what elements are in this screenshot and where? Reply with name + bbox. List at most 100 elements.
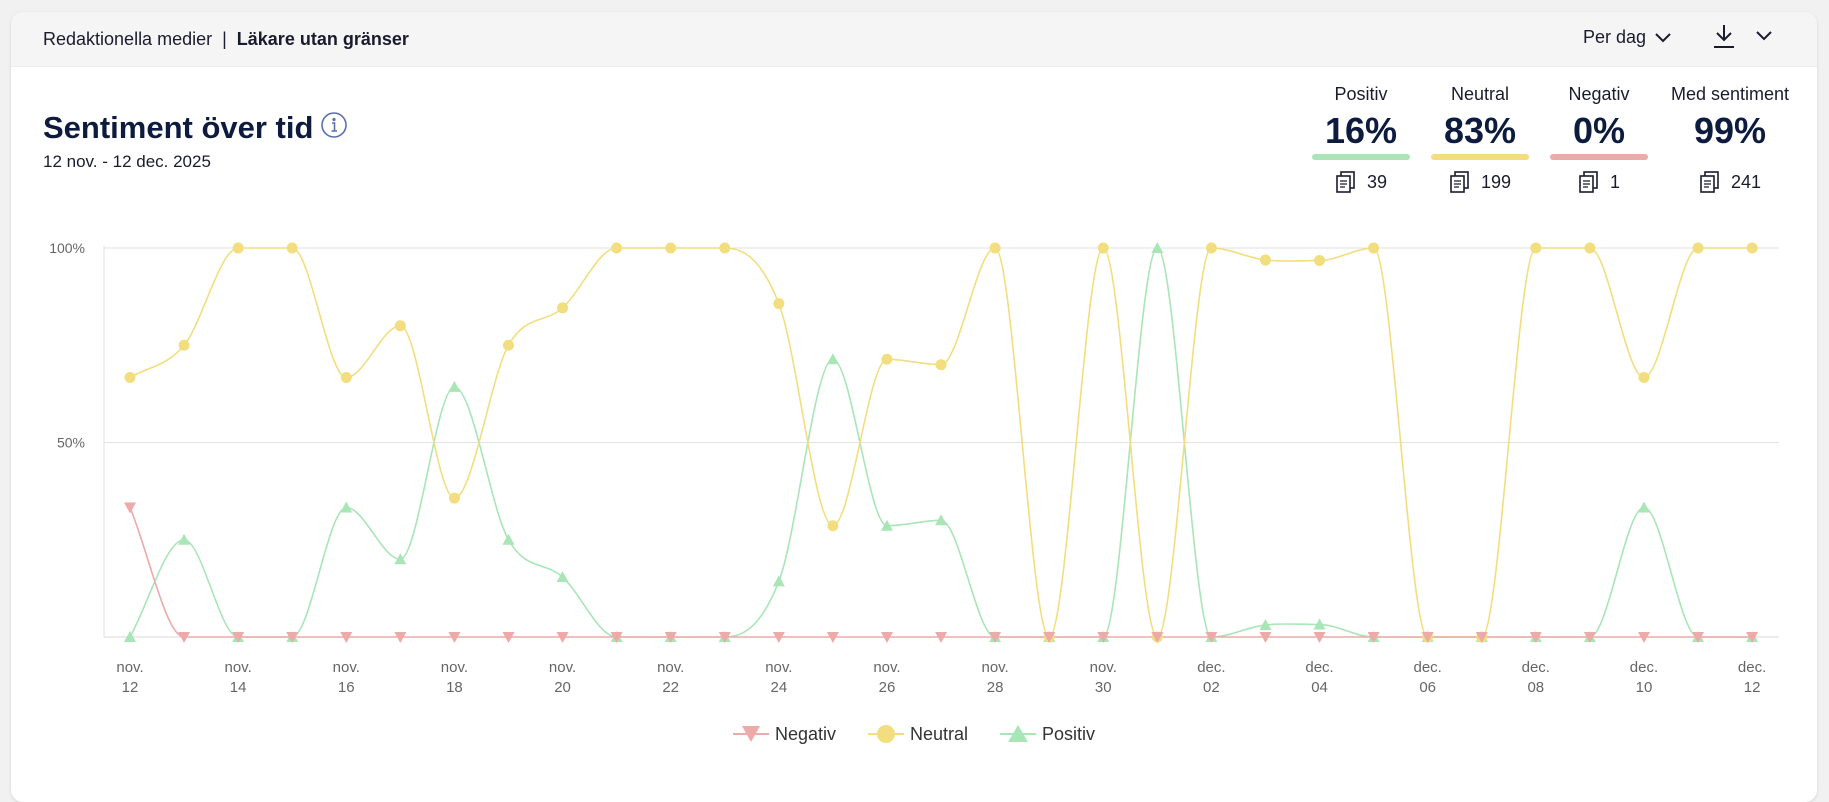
- stat-count: 199: [1480, 171, 1512, 192]
- info-icon[interactable]: [320, 111, 348, 139]
- stat-positiv: Positiv 16% 39: [1306, 84, 1416, 194]
- chevron-down-icon[interactable]: [1755, 30, 1773, 42]
- x-tick-label: 12: [1744, 679, 1761, 696]
- legend-swatch-neutral: [867, 725, 904, 743]
- documents-icon: [1450, 171, 1469, 193]
- data-point-negativ: [340, 632, 353, 643]
- data-point-neutral: [1259, 254, 1271, 266]
- data-point-positiv: [394, 553, 407, 565]
- data-point-neutral: [340, 372, 352, 384]
- sentiment-card: Redaktionella medier | Läkare utan gränser…: [11, 12, 1817, 802]
- data-point-neutral: [989, 242, 1001, 254]
- stat-count: 1: [1609, 171, 1620, 192]
- x-tick-label: 02: [1203, 679, 1220, 696]
- breadcrumb-current: Läkare utan gränser: [236, 29, 409, 49]
- x-tick-label: nov.: [1090, 659, 1117, 676]
- legend-label: Neutral: [909, 723, 969, 744]
- y-tick-label: 100%: [49, 240, 85, 256]
- x-tick-label: 28: [987, 679, 1004, 696]
- x-tick-label: 10: [1636, 679, 1653, 696]
- legend-swatch-positiv: [1000, 725, 1037, 742]
- x-tick-label: 08: [1527, 679, 1544, 696]
- data-point-positiv: [1151, 242, 1164, 253]
- x-tick-label: nov.: [333, 659, 360, 676]
- data-point-positiv: [826, 353, 839, 365]
- data-point-neutral: [1205, 242, 1217, 254]
- legend-item-neutral[interactable]: Neutral: [867, 722, 969, 746]
- stat-neutral: Neutral 83% 199: [1425, 84, 1535, 194]
- stat-count: 241: [1730, 171, 1762, 192]
- x-tick-label: 16: [338, 679, 355, 696]
- series-line-negativ: [129, 507, 1753, 638]
- data-point-positiv: [772, 575, 785, 587]
- data-point-neutral: [935, 359, 947, 371]
- stat-color-bar: [1431, 154, 1529, 160]
- data-point-neutral: [881, 353, 893, 365]
- data-point-neutral: [286, 242, 298, 254]
- data-point-neutral: [1097, 242, 1109, 254]
- x-tick-label: dec.: [1522, 659, 1550, 676]
- data-point-negativ: [286, 632, 299, 643]
- data-point-neutral: [1746, 242, 1758, 254]
- data-point-negativ: [1637, 632, 1650, 643]
- legend-item-positiv[interactable]: Positiv: [1000, 722, 1095, 746]
- y-tick-label: 50%: [57, 435, 85, 451]
- breadcrumb-root[interactable]: Redaktionella medier: [43, 29, 213, 49]
- documents-icon: [1579, 171, 1598, 193]
- sentiment-line-chart: 100% 50% nov. 12 nov. 14 nov. 16 nov. 18 nov. 20 nov…: [49, 240, 1779, 696]
- documents-icon: [1700, 171, 1719, 193]
- download-icon[interactable]: [1711, 22, 1737, 50]
- x-tick-label: 14: [230, 679, 247, 696]
- data-point-negativ: [1421, 632, 1434, 643]
- period-select-label: Per dag: [1583, 27, 1647, 47]
- data-point-neutral: [232, 242, 244, 254]
- x-tick-label: 26: [879, 679, 896, 696]
- legend-item-negativ[interactable]: Negativ: [732, 722, 836, 746]
- stat-med-sentiment: Med sentiment 99% 241: [1655, 84, 1805, 194]
- documents-icon: [1336, 171, 1355, 193]
- x-tick-label: dec.: [1197, 659, 1225, 676]
- x-tick-label: nov.: [441, 659, 468, 676]
- data-point-negativ: [1151, 632, 1164, 643]
- legend-label: Positiv: [1042, 723, 1096, 744]
- x-tick-label: dec.: [1738, 659, 1766, 676]
- data-point-neutral: [1368, 242, 1380, 254]
- data-point-positiv: [178, 533, 191, 545]
- x-tick-label: dec.: [1414, 659, 1442, 676]
- data-point-neutral: [1584, 242, 1596, 254]
- data-point-positiv: [448, 380, 461, 392]
- data-point-neutral: [665, 242, 677, 254]
- period-select[interactable]: Per dag: [1583, 27, 1672, 48]
- download-menu[interactable]: [1711, 22, 1773, 50]
- card-header: Redaktionella medier | Läkare utan gränser…: [11, 12, 1817, 67]
- stat-count: 39: [1366, 171, 1388, 192]
- stat-label: Negativ: [1568, 84, 1630, 104]
- stat-label: Positiv: [1334, 84, 1388, 104]
- chevron-down-icon: [1655, 32, 1671, 42]
- data-point-neutral: [124, 372, 136, 384]
- data-point-positiv: [935, 514, 948, 526]
- data-point-negativ: [1367, 632, 1380, 643]
- data-point-neutral: [1314, 254, 1326, 266]
- x-tick-label: 20: [554, 679, 571, 696]
- x-tick-label: 12: [122, 679, 139, 696]
- data-point-negativ: [124, 502, 136, 514]
- data-point-positiv: [1637, 501, 1650, 513]
- data-point-neutral: [773, 298, 785, 310]
- data-point-negativ: [1529, 632, 1542, 643]
- data-point-positiv: [556, 571, 569, 583]
- data-point-negativ: [1692, 632, 1705, 643]
- x-tick-label: dec.: [1630, 659, 1658, 676]
- x-tick-label: 24: [770, 679, 787, 696]
- stat-label: Neutral: [1450, 84, 1510, 104]
- x-tick-label: nov.: [225, 659, 252, 676]
- data-point-positiv: [1313, 618, 1326, 630]
- x-tick-label: 04: [1311, 679, 1328, 696]
- stat-percent: 16%: [1324, 110, 1398, 151]
- data-point-negativ: [1043, 632, 1056, 643]
- data-point-neutral: [1638, 372, 1650, 384]
- data-point-neutral: [448, 492, 460, 504]
- data-point-neutral: [502, 339, 514, 351]
- x-tick-label: 18: [446, 679, 463, 696]
- data-point-negativ: [1259, 632, 1272, 643]
